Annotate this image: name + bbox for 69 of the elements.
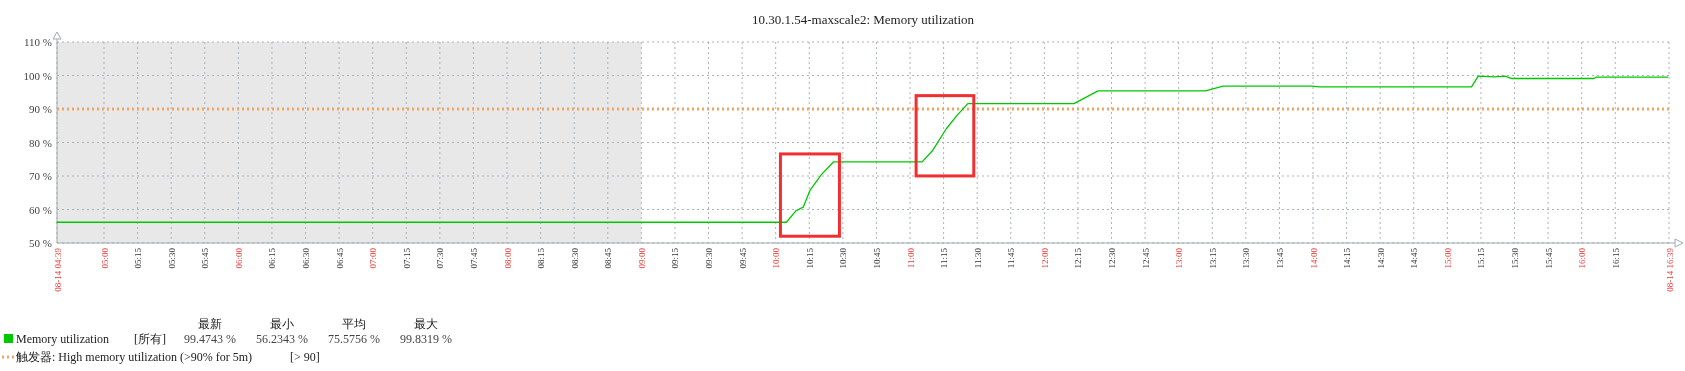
x-tick-label: 13:00 <box>1174 247 1185 269</box>
x-tick-label: 08:30 <box>569 247 580 269</box>
line-series <box>56 75 1669 223</box>
x-tick-label: 16:15 <box>1610 247 1621 269</box>
x-tick-label: 11:15 <box>939 247 950 269</box>
text: 99.8319 % <box>400 332 452 346</box>
x-tick-label: 12:15 <box>1073 247 1084 269</box>
legend-label: Memory utilization <box>16 332 109 346</box>
y-tick-label: 110 % <box>23 36 52 48</box>
x-tick-label: 13:30 <box>1241 247 1252 269</box>
x-tick-label: 05:00 <box>99 247 110 269</box>
x-tick-label: 08:15 <box>536 247 547 269</box>
y-tick-label: 100 % <box>23 69 52 82</box>
y-tick-label: 70 % <box>29 170 52 182</box>
x-tick-label: 11:45 <box>1006 247 1017 269</box>
x-tick-label: 14:15 <box>1342 247 1353 269</box>
x-tick-label: 06:15 <box>267 247 278 269</box>
x-tick-label: 05:45 <box>200 247 211 269</box>
x-tick-label: 07:15 <box>401 247 412 269</box>
x-tick-label: 15:00 <box>1442 247 1453 269</box>
x-tick-label: 07:30 <box>435 247 446 269</box>
x-tick-label: 10:00 <box>771 247 782 269</box>
y-tick-label: 50 % <box>29 237 52 249</box>
x-tick-label: 09:45 <box>737 247 748 269</box>
text: 最大 <box>414 317 438 331</box>
x-tick-label: 15:45 <box>1543 247 1554 269</box>
x-tick-label: 09:15 <box>670 247 681 269</box>
x-tick-label: 06:00 <box>233 247 244 269</box>
legend-label: 触发器: High memory utilization (>90% for 5m) <box>16 350 253 364</box>
y-tick-label: 90 % <box>29 103 52 115</box>
text: 99.4743 % <box>184 332 236 346</box>
x-tick-label: 11:30 <box>972 247 983 269</box>
x-tick-label: 05:30 <box>166 247 177 269</box>
x-tick-label: 06:45 <box>334 247 345 269</box>
text: [> 90] <box>290 350 320 364</box>
y-tick-label: 80 % <box>29 136 52 149</box>
text: [所有] <box>134 332 166 346</box>
text: 平均 <box>342 317 366 331</box>
x-tick-label: 08-14 16:39 <box>1664 247 1675 292</box>
x-tick-label: 13:45 <box>1274 247 1285 269</box>
x-tick-label: 12:00 <box>1039 247 1050 269</box>
x-tick-label: 15:15 <box>1476 247 1487 269</box>
x-tick-label: 07:00 <box>368 247 379 269</box>
text: 75.5756 % <box>328 332 380 346</box>
y-tick-label: 60 % <box>29 203 52 216</box>
x-tick-label: 14:30 <box>1375 247 1386 269</box>
x-tick-label: 10:45 <box>871 247 882 269</box>
x-tick-label: 09:30 <box>704 247 715 269</box>
x-tick-label: 14:00 <box>1308 247 1319 269</box>
x-tick-label: 05:15 <box>133 247 144 269</box>
text: 最小 <box>270 317 294 331</box>
x-tick-label: 09:00 <box>636 247 647 269</box>
x-tick-label: 08:45 <box>603 247 614 269</box>
x-tick-label: 07:45 <box>468 247 479 269</box>
x-tick-label: 14:45 <box>1409 247 1420 269</box>
x-tick-label: 10:15 <box>804 247 815 269</box>
x-tick-label: 06:30 <box>301 247 312 269</box>
chart-title: 10.30.1.54-maxscale2: Memory utilization <box>751 12 975 27</box>
x-tick-label: 13:15 <box>1207 247 1218 269</box>
x-tick-label: 12:30 <box>1107 247 1118 269</box>
x-tick-label: 16:00 <box>1577 247 1588 269</box>
text: 最新 <box>198 317 222 331</box>
x-tick-label: 08:00 <box>502 247 513 269</box>
x-tick-label: 12:45 <box>1140 247 1151 269</box>
text: 56.2343 % <box>256 332 308 346</box>
x-tick-label: 08-14 04:39 <box>52 247 63 292</box>
x-tick-label: 15:30 <box>1510 247 1521 269</box>
x-tick-label: 10:30 <box>838 247 849 269</box>
x-tick-label: 11:00 <box>905 247 916 269</box>
